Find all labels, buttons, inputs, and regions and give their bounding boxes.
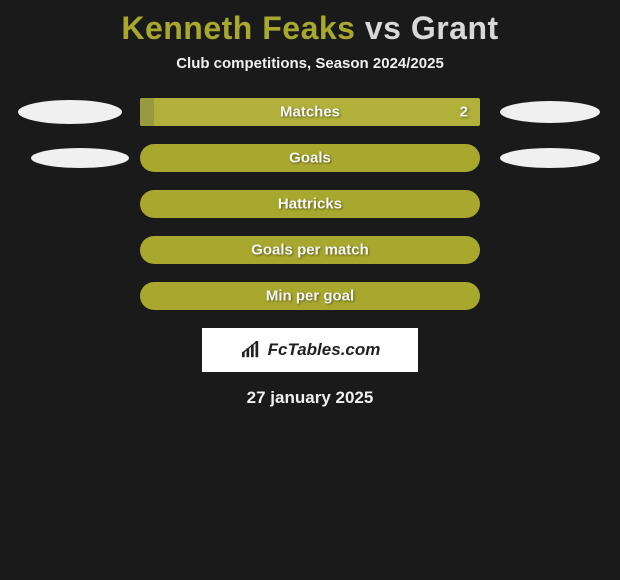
stat-label: Goals per match (140, 242, 480, 259)
stat-label: Min per goal (140, 288, 480, 305)
stat-bar: Min per goal (140, 282, 480, 310)
stat-label: Goals (140, 150, 480, 167)
stat-label: Hattricks (140, 196, 480, 213)
title-player1: Kenneth Feaks (121, 10, 355, 46)
bar-bg: Goals per match (140, 236, 480, 264)
brand-box: FcTables.com (202, 328, 418, 372)
right-ellipse (500, 101, 600, 123)
bar-bg: Matches2 (140, 98, 480, 126)
stat-bar: Matches2 (140, 98, 480, 126)
stats-rows: Matches2 Goals Hattricks Goals per match Min… (0, 98, 620, 310)
right-ellipse (500, 148, 600, 168)
stat-bar: Hattricks (140, 190, 480, 218)
stat-bar: Goals per match (140, 236, 480, 264)
comparison-card: Kenneth Feaks vs Grant Club competitions… (0, 0, 620, 408)
right-side-col (490, 148, 610, 168)
stat-bar: Goals (140, 144, 480, 172)
stat-row: Matches2 (0, 98, 620, 126)
left-ellipse (18, 100, 122, 124)
date-text: 27 january 2025 (0, 388, 620, 408)
bar-bg: Hattricks (140, 190, 480, 218)
bar-bg: Goals (140, 144, 480, 172)
title-vs: vs (355, 10, 410, 46)
chart-icon (240, 341, 262, 359)
left-side-col (10, 148, 130, 168)
subtitle: Club competitions, Season 2024/2025 (0, 55, 620, 98)
stat-row: Goals (0, 144, 620, 172)
stat-value-right: 2 (460, 104, 468, 121)
stat-row: Hattricks (0, 190, 620, 218)
left-ellipse (31, 148, 129, 168)
bar-bg: Min per goal (140, 282, 480, 310)
stat-row: Min per goal (0, 282, 620, 310)
brand-text: FcTables.com (268, 340, 381, 360)
stat-label: Matches (140, 104, 480, 121)
stat-row: Goals per match (0, 236, 620, 264)
page-title: Kenneth Feaks vs Grant (0, 6, 620, 55)
title-player2: Grant (411, 10, 499, 46)
right-side-col (490, 101, 610, 123)
left-side-col (10, 100, 130, 124)
